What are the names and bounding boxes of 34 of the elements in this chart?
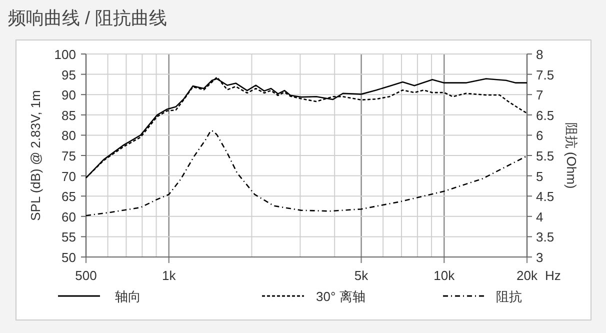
y2-tick-label: 6.5 (536, 108, 554, 123)
x-tick-label: 500 (75, 268, 97, 283)
y2-tick-label: 4 (536, 209, 544, 224)
y-tick-label: 60 (62, 209, 76, 224)
y-tick-label: 55 (62, 230, 76, 245)
y2-tick-label: 5 (536, 168, 544, 184)
x-tick-label: 10k (434, 268, 456, 283)
y-tick-label: 80 (62, 128, 76, 144)
y2-axis-title: 阻抗 (Ohm) (564, 122, 579, 189)
y-tick-label: 70 (62, 168, 76, 184)
y2-tick-label: 8 (536, 47, 544, 62)
y-tick-label: 75 (62, 148, 76, 164)
y2-tick-label: 3.5 (536, 230, 554, 245)
y2-tick-label: 5.5 (536, 148, 554, 164)
legend-label: 阻抗 (496, 289, 522, 304)
y2-tick-label: 4.5 (536, 189, 554, 204)
y2-tick-label: 6 (536, 128, 544, 144)
x-tick-label: 1k (162, 268, 176, 283)
chart-title: 频响曲线 / 阻抗曲线 (8, 8, 168, 28)
x-axis-title: Hz (545, 268, 561, 283)
y-tick-label: 100 (54, 47, 76, 62)
y2-tick-label: 7.5 (536, 67, 554, 82)
y-tick-label: 50 (62, 250, 76, 265)
y-tick-label: 65 (62, 189, 76, 204)
y-tick-label: 95 (62, 67, 76, 82)
y2-tick-label: 7 (536, 88, 544, 103)
x-tick-label: 5k (354, 268, 369, 283)
y2-tick-label: 3 (536, 250, 544, 265)
y-tick-label: 85 (62, 108, 76, 123)
legend-label: 30° 离轴 (316, 289, 366, 304)
y-axis-title: SPL (dB) @ 2.83V, 1m (28, 90, 43, 221)
legend-label: 轴向 (115, 289, 141, 304)
x-tick-label: 20k (516, 268, 538, 283)
y-tick-label: 90 (62, 88, 76, 103)
